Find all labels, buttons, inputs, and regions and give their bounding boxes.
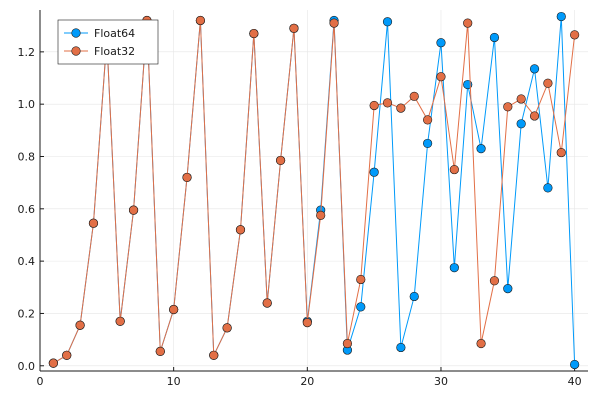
data-point [570, 359, 580, 370]
axes: 0 10 20 30 40 0.0 0.2 0.4 0.6 0.8 1.0 1.2 [18, 10, 588, 388]
series-line [53, 20, 576, 364]
data-point [423, 115, 433, 125]
data-point [570, 30, 580, 40]
y-tick-label: 1.0 [18, 98, 36, 111]
data-point [476, 338, 486, 349]
data-point [556, 11, 566, 22]
legend-item: Float64 [64, 27, 135, 40]
data-point [436, 72, 446, 82]
x-tick-label: 0 [37, 375, 44, 388]
data-point [262, 298, 272, 308]
data-point [449, 263, 459, 273]
legend-marker [71, 46, 81, 56]
data-point [382, 17, 393, 27]
x-tick-label: 40 [568, 375, 582, 388]
y-tick-label: 0.4 [18, 255, 36, 268]
data-point [249, 28, 259, 39]
data-point [436, 38, 446, 48]
data-point [396, 103, 406, 113]
data-point [155, 346, 165, 356]
legend-label: Float32 [94, 45, 135, 58]
legend-marker [71, 28, 81, 38]
data-point [489, 276, 500, 286]
legend: Float64 Float32 [57, 19, 159, 65]
data-point [463, 18, 473, 28]
data-point [75, 320, 85, 330]
data-point [302, 318, 312, 328]
legend-box [57, 19, 159, 65]
data-point [235, 225, 246, 235]
data-point [342, 338, 353, 349]
data-point [48, 358, 58, 368]
series-float32 [48, 15, 580, 368]
data-point [396, 342, 406, 353]
y-tick-label: 1.2 [18, 46, 36, 59]
data-point [409, 91, 419, 101]
x-tick-label: 30 [434, 375, 448, 388]
data-point [128, 205, 139, 215]
data-point [489, 32, 500, 43]
data-point [356, 274, 366, 285]
data-point [369, 167, 379, 177]
data-point [88, 218, 99, 228]
data-point [182, 172, 192, 183]
series-float64 [48, 11, 580, 370]
legend-item: Float32 [64, 45, 135, 58]
series-line [53, 16, 576, 365]
data-point [222, 323, 232, 333]
data-point [516, 94, 526, 104]
data-point [209, 350, 219, 360]
y-tick-label: 0.0 [18, 360, 36, 373]
data-point [529, 64, 540, 74]
data-point [543, 78, 553, 88]
data-point [62, 350, 72, 360]
y-tick-label: 0.6 [18, 203, 36, 216]
data-point [556, 147, 566, 158]
data-point [543, 183, 553, 193]
y-tick-label: 0.2 [18, 307, 36, 320]
data-point [275, 155, 286, 166]
data-point [423, 138, 433, 149]
data-point [115, 316, 125, 326]
data-point [503, 102, 513, 112]
data-point [356, 302, 366, 312]
data-point [382, 98, 393, 108]
data-point [476, 144, 486, 154]
x-tick-label: 20 [300, 375, 314, 388]
data-point [409, 291, 419, 302]
data-point [529, 111, 540, 121]
y-tick-label: 0.8 [18, 150, 36, 163]
legend-label: Float64 [94, 27, 135, 40]
x-tick-label: 10 [167, 375, 181, 388]
data-point [449, 164, 459, 175]
data-point [289, 23, 299, 33]
data-point [369, 100, 379, 111]
data-point [329, 18, 339, 28]
data-point [516, 119, 526, 129]
series-group [48, 11, 580, 370]
data-point [503, 283, 513, 294]
data-point [169, 304, 179, 315]
data-point [316, 210, 326, 220]
data-point [195, 15, 205, 26]
